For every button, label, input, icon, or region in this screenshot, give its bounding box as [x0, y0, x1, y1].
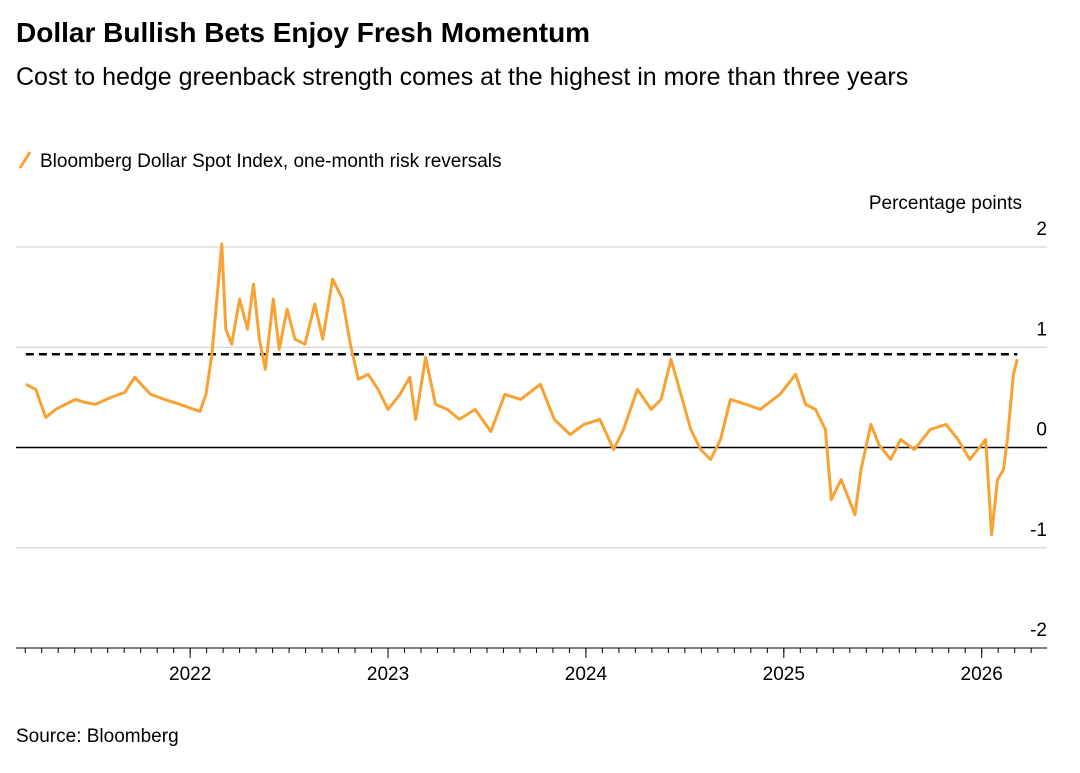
- data-line: [25, 242, 1019, 537]
- x-tick-label: 2022: [169, 664, 211, 685]
- chart-subtitle: Cost to hedge greenback strength comes a…: [16, 63, 909, 91]
- x-tick-label: 2023: [367, 664, 409, 685]
- x-tick-label: 2025: [763, 664, 805, 685]
- source: Source: Bloomberg: [16, 726, 179, 747]
- y-tick-label: -2: [1030, 620, 1047, 641]
- y-tick-label: -1: [1030, 520, 1047, 541]
- y-tick-label: 0: [1036, 420, 1047, 441]
- y-axis-label: Percentage points: [869, 193, 1022, 214]
- x-tick-label: 2026: [961, 664, 1003, 685]
- legend-label: Bloomberg Dollar Spot Index, one-month r…: [40, 151, 501, 172]
- x-tick-label: 2024: [565, 664, 608, 685]
- subtitle-box: Cost to hedge greenback strength comes a…: [16, 63, 909, 91]
- y-tick-label: 1: [1036, 319, 1047, 340]
- legend-icon: [18, 151, 32, 169]
- y-tick-label: 2: [1036, 219, 1047, 240]
- chart-title: Dollar Bullish Bets Enjoy Fresh Momentum: [16, 17, 590, 48]
